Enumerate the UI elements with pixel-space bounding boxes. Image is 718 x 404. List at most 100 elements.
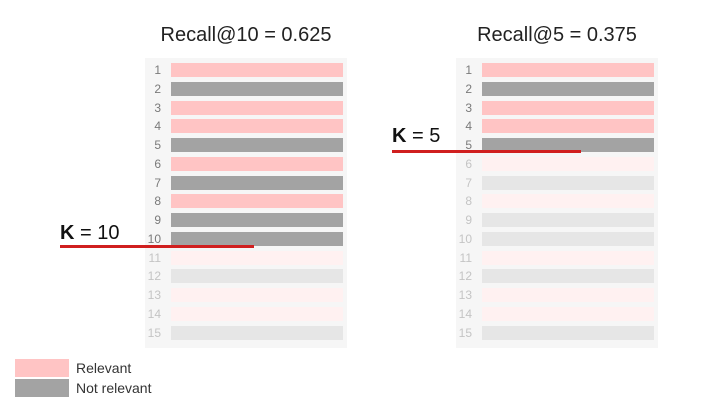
k-value: = 5 bbox=[412, 125, 441, 147]
rank-number: 12 bbox=[458, 269, 472, 284]
ranked-item: 10 bbox=[456, 230, 658, 249]
ranked-item: 6 bbox=[456, 155, 658, 174]
rank-number: 5 bbox=[154, 138, 161, 152]
ranked-item: 10 bbox=[145, 230, 347, 249]
ranked-item: 15 bbox=[456, 324, 658, 343]
rank-number: 14 bbox=[458, 306, 472, 321]
relevant-swatch bbox=[15, 359, 69, 377]
not-relevant-bar bbox=[482, 138, 654, 152]
ranked-item: 3 bbox=[145, 99, 347, 118]
rank-number: 2 bbox=[465, 81, 472, 96]
ranked-list-panel-1: 1 2 3 4 5 6 7 8 9 10 11 12 13 14 15 bbox=[145, 58, 347, 348]
rank-number: 9 bbox=[465, 213, 472, 227]
ranked-item: 7 bbox=[456, 174, 658, 193]
ranked-item: 3 bbox=[456, 99, 658, 118]
not-relevant-bar bbox=[482, 269, 654, 284]
ranked-item: 12 bbox=[145, 267, 347, 286]
rank-number: 2 bbox=[154, 81, 161, 96]
rank-number: 11 bbox=[148, 250, 161, 265]
ranked-item: 13 bbox=[145, 286, 347, 305]
panel-2-title: Recall@5 = 0.375 bbox=[477, 24, 637, 46]
rank-number: 15 bbox=[458, 325, 472, 340]
panel-1-title: Recall@10 = 0.625 bbox=[160, 24, 332, 46]
rank-number: 3 bbox=[154, 100, 161, 115]
relevant-bar bbox=[482, 119, 654, 134]
rank-number: 12 bbox=[147, 269, 161, 284]
ranked-item: 11 bbox=[145, 249, 347, 268]
not-relevant-bar bbox=[171, 81, 343, 96]
ranked-item: 5 bbox=[145, 136, 347, 155]
rank-number: 4 bbox=[154, 119, 161, 134]
ranked-item: 5 bbox=[456, 136, 658, 155]
rank-number: 13 bbox=[147, 288, 161, 302]
ranked-item: 4 bbox=[145, 117, 347, 136]
rank-number: 8 bbox=[154, 194, 161, 209]
rank-number: 1 bbox=[465, 63, 472, 77]
ranked-item: 8 bbox=[145, 192, 347, 211]
k-value: = 10 bbox=[80, 222, 120, 244]
relevant-legend-label: Relevant bbox=[76, 360, 132, 376]
rank-number: 10 bbox=[147, 231, 161, 246]
relevant-bar bbox=[171, 250, 343, 265]
rank-number: 3 bbox=[465, 100, 472, 115]
k-cutoff-line-2 bbox=[392, 150, 581, 153]
rank-number: 7 bbox=[154, 175, 161, 190]
ranked-item: 1 bbox=[145, 61, 347, 80]
not-relevant-bar bbox=[171, 269, 343, 284]
not-relevant-bar bbox=[482, 325, 654, 340]
ranked-item: 14 bbox=[456, 305, 658, 324]
ranked-item: 1 bbox=[456, 61, 658, 80]
rank-number: 11 bbox=[459, 250, 472, 265]
rank-number: 6 bbox=[465, 156, 472, 171]
rank-number: 14 bbox=[147, 306, 161, 321]
ranked-item: 9 bbox=[145, 211, 347, 230]
not-relevant-bar bbox=[171, 325, 343, 340]
rank-number: 15 bbox=[147, 325, 161, 340]
ranked-item: 12 bbox=[456, 267, 658, 286]
rank-number: 8 bbox=[465, 194, 472, 209]
k-marker-label-2: K = 5 bbox=[392, 125, 440, 148]
not-relevant-bar bbox=[171, 175, 343, 190]
relevant-bar bbox=[171, 119, 343, 134]
relevant-bar bbox=[482, 156, 654, 171]
not-relevant-bar bbox=[482, 81, 654, 96]
relevant-bar bbox=[482, 63, 654, 77]
not-relevant-legend-label: Not relevant bbox=[76, 380, 152, 396]
ranked-item: 8 bbox=[456, 192, 658, 211]
ranked-item: 13 bbox=[456, 286, 658, 305]
relevant-bar bbox=[482, 194, 654, 209]
not-relevant-bar bbox=[482, 175, 654, 190]
rank-number: 4 bbox=[465, 119, 472, 134]
not-relevant-swatch bbox=[15, 379, 69, 397]
ranked-item: 7 bbox=[145, 174, 347, 193]
rank-number: 6 bbox=[154, 156, 161, 171]
relevant-bar bbox=[482, 306, 654, 321]
relevant-bar bbox=[482, 288, 654, 302]
relevant-bar bbox=[171, 194, 343, 209]
not-relevant-bar bbox=[482, 213, 654, 227]
k-cutoff-line-1 bbox=[60, 245, 254, 248]
ranked-item: 4 bbox=[456, 117, 658, 136]
rank-number: 10 bbox=[458, 231, 472, 246]
ranked-list-panel-2: 1 2 3 4 5 6 7 8 9 10 11 12 13 14 15 bbox=[456, 58, 658, 348]
relevant-bar bbox=[482, 100, 654, 115]
rank-number: 1 bbox=[154, 63, 161, 77]
not-relevant-bar bbox=[171, 231, 343, 246]
k-symbol: K bbox=[392, 125, 407, 147]
k-marker-label-1: K = 10 bbox=[60, 222, 120, 245]
ranked-item: 11 bbox=[456, 249, 658, 268]
ranked-item: 2 bbox=[145, 80, 347, 99]
rank-number: 9 bbox=[154, 213, 161, 227]
ranked-item: 15 bbox=[145, 324, 347, 343]
k-symbol: K bbox=[60, 222, 75, 244]
rank-number: 5 bbox=[465, 138, 472, 152]
relevant-bar bbox=[171, 63, 343, 77]
not-relevant-bar bbox=[482, 231, 654, 246]
relevant-bar bbox=[171, 306, 343, 321]
not-relevant-bar bbox=[171, 138, 343, 152]
relevant-bar bbox=[171, 288, 343, 302]
rank-number: 7 bbox=[465, 175, 472, 190]
relevant-bar bbox=[171, 100, 343, 115]
relevant-bar bbox=[482, 250, 654, 265]
not-relevant-bar bbox=[171, 213, 343, 227]
